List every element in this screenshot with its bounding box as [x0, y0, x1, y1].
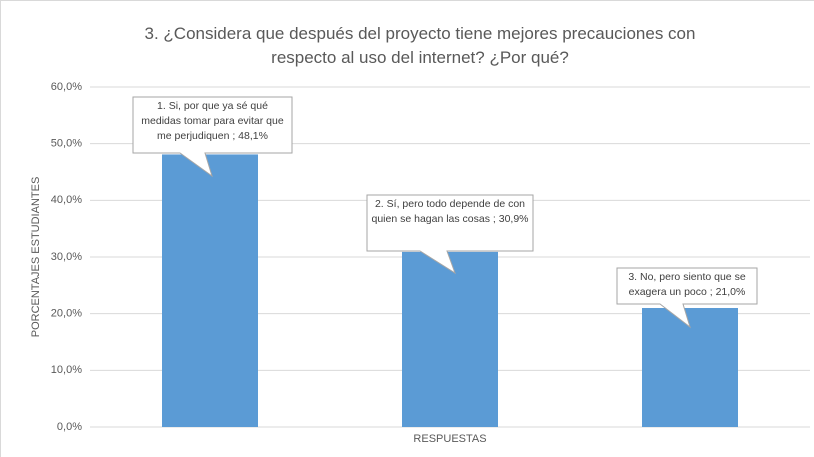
- y-tick-label: 20,0%: [51, 308, 82, 320]
- bar: [402, 251, 498, 427]
- callout: 2. Sí, pero todo depende de con quien se…: [371, 198, 529, 225]
- data-label: 3. No, pero siento que se exagera un poc…: [628, 271, 746, 298]
- y-tick-label: 60,0%: [51, 81, 82, 93]
- callout-shape: [366, 194, 534, 275]
- y-tick-label: 30,0%: [51, 251, 82, 263]
- bar: [162, 154, 258, 427]
- chart-title: 3. ¿Considera que después del proyecto t…: [144, 24, 696, 67]
- x-axis-title: RESPUESTAS: [413, 433, 486, 445]
- callout-shape: [132, 96, 293, 178]
- y-tick-label: 40,0%: [51, 194, 82, 206]
- callout: 1. Si, por que ya sé qué medidas tomar p…: [141, 100, 284, 142]
- callout: 3. No, pero siento que se exagera un poc…: [628, 271, 746, 298]
- y-tick-label: 50,0%: [51, 138, 82, 150]
- title-box: 3. ¿Considera que después del proyecto t…: [144, 24, 696, 67]
- y-axis-title: PORCENTAJES ESTUDIANTES: [30, 177, 42, 338]
- data-label: 2. Sí, pero todo depende de con quien se…: [371, 198, 529, 225]
- bar: [642, 308, 738, 427]
- y-tick-label: 0,0%: [57, 421, 82, 433]
- y-tick-label: 10,0%: [51, 364, 82, 376]
- callout-shape: [616, 267, 758, 329]
- data-label: 1. Si, por que ya sé qué medidas tomar p…: [141, 100, 284, 142]
